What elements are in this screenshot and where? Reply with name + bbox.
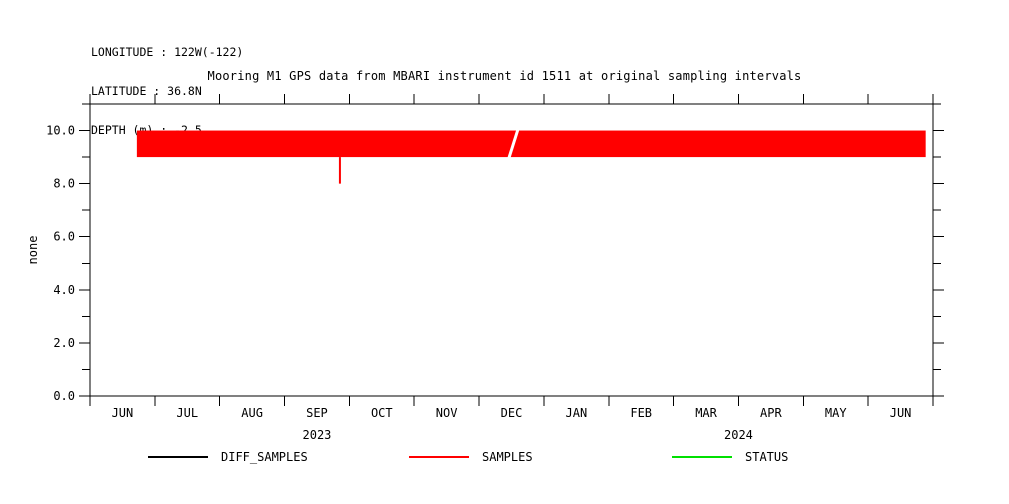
month-label: JUL: [176, 406, 198, 420]
y-axis-label: none: [26, 236, 40, 265]
month-label: NOV: [436, 406, 458, 420]
diff-samples-line-swatch: [148, 456, 208, 458]
month-label: AUG: [241, 406, 263, 420]
status-line-swatch: [672, 456, 732, 458]
y-tick-label: 4.0: [53, 283, 75, 297]
legend-label-diff-samples: DIFF_SAMPLES: [221, 450, 308, 464]
year-label: 2023: [303, 428, 332, 442]
month-label: DEC: [501, 406, 523, 420]
y-tick-label: 0.0: [53, 389, 75, 403]
legend-item-diff-samples: DIFF_SAMPLES: [148, 449, 308, 465]
month-label: FEB: [630, 406, 652, 420]
month-label: SEP: [306, 406, 328, 420]
plot-frame: [89, 103, 934, 397]
samples-line-swatch: [409, 456, 469, 458]
month-label: MAR: [695, 406, 717, 420]
y-tick-label: 6.0: [53, 230, 75, 244]
legend-label-status: STATUS: [745, 450, 789, 464]
year-label: 2024: [724, 428, 753, 442]
month-label: OCT: [371, 406, 393, 420]
y-tick-label: 2.0: [53, 336, 75, 350]
month-label: JUN: [112, 406, 134, 420]
month-label: JAN: [566, 406, 588, 420]
legend-item-samples: SAMPLES: [409, 449, 533, 465]
y-tick-label: 10.0: [46, 124, 75, 138]
month-label: APR: [760, 406, 782, 420]
month-label: MAY: [825, 406, 847, 420]
y-tick-label: 8.0: [53, 177, 75, 191]
legend: DIFF_SAMPLES SAMPLES STATUS: [0, 449, 1009, 465]
legend-item-status: STATUS: [672, 449, 788, 465]
legend-label-samples: SAMPLES: [482, 450, 533, 464]
month-label: JUN: [890, 406, 912, 420]
samples-band: [136, 130, 926, 158]
samples-gap-slash: [507, 129, 520, 159]
latitude-text: LATITUDE : 36.8N: [91, 84, 202, 98]
longitude-text: LONGITUDE : 122W(-122): [91, 45, 244, 59]
chart-title: Mooring M1 GPS data from MBARI instrumen…: [207, 69, 802, 83]
